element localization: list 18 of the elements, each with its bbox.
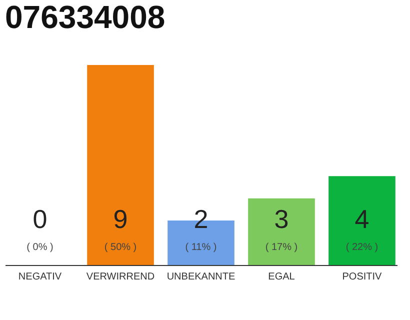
annotation: ( 0% ) <box>26 242 54 253</box>
data-label: 9 <box>113 204 128 234</box>
bar <box>87 65 154 265</box>
annotation: ( 22% ) <box>346 242 378 253</box>
data-label: 3 <box>274 204 289 234</box>
x-tick-label: UNBEKANNTE <box>166 272 236 282</box>
annotation: ( 17% ) <box>265 242 298 253</box>
annotation: ( 50% ) <box>104 242 137 253</box>
x-tick-label: NEGATIV <box>18 272 62 282</box>
data-label: 4 <box>354 204 370 234</box>
bar <box>248 198 315 265</box>
bar <box>328 176 396 265</box>
chart-title: 076334008 <box>5 0 166 35</box>
x-tick-label: VERWIRREND <box>86 272 155 282</box>
annotation: ( 11% ) <box>185 242 217 253</box>
x-tick-label: EGAL <box>268 272 296 282</box>
x-tick-label: POSITIV <box>342 272 382 282</box>
data-label: 0 <box>32 204 48 234</box>
